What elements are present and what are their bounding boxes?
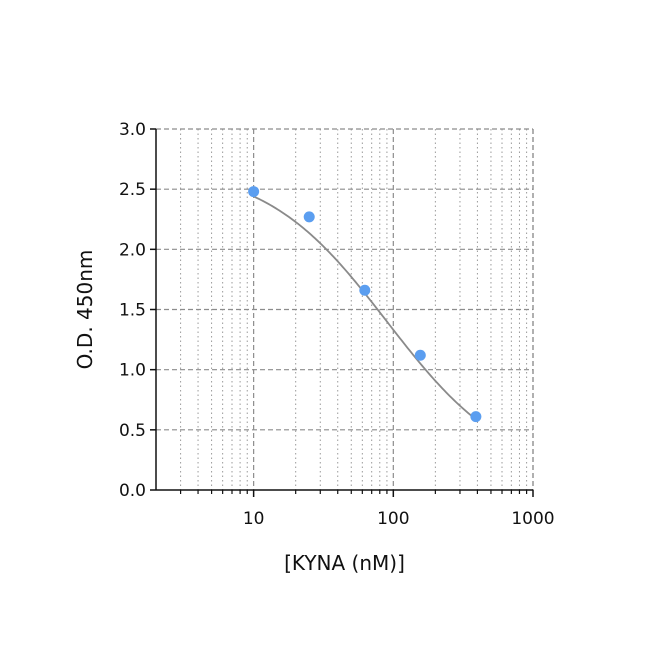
y-tick-label: 2.0	[119, 240, 146, 260]
x-tick-label: 1000	[511, 509, 554, 529]
data-point	[359, 284, 371, 296]
data-point	[303, 211, 315, 223]
grid	[156, 128, 534, 490]
y-tick-label: 1.5	[119, 301, 146, 321]
ticks: 0.0 0.5 1.0 1.5 2.0 2.5 3.0 10 100 1000	[119, 120, 555, 529]
x-tick-label: 10	[243, 509, 265, 529]
y-tick-label: 1.0	[119, 361, 146, 381]
fit-curve-group	[253, 195, 477, 421]
fit-curve	[253, 195, 477, 421]
data-point	[414, 349, 426, 361]
x-axis-title: [KYNA (nM)]	[284, 551, 405, 575]
data-point	[470, 411, 482, 423]
data-point	[248, 186, 260, 198]
x-tick-label: 100	[377, 509, 409, 529]
y-axis-title: O.D. 450nm	[73, 250, 97, 370]
y-tick-label: 0.0	[119, 481, 146, 501]
data-points	[248, 186, 482, 423]
y-tick-label: 0.5	[119, 421, 146, 441]
y-tick-label: 3.0	[119, 120, 146, 140]
y-tick-label: 2.5	[119, 180, 146, 200]
